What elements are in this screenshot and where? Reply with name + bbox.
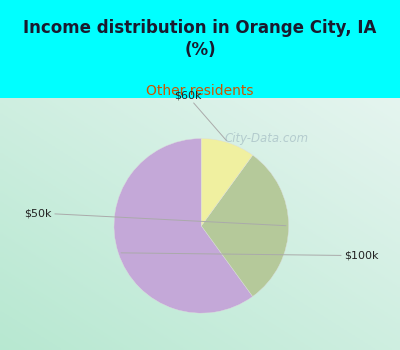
Text: City-Data.com: City-Data.com [224,132,308,145]
Text: $50k: $50k [24,208,286,226]
Wedge shape [114,139,253,313]
Text: $100k: $100k [121,251,378,261]
Wedge shape [201,155,289,296]
Text: Other residents: Other residents [146,84,254,98]
Text: $60k: $60k [174,91,226,141]
Wedge shape [201,139,253,226]
Text: Income distribution in Orange City, IA
(%): Income distribution in Orange City, IA (… [23,19,377,59]
